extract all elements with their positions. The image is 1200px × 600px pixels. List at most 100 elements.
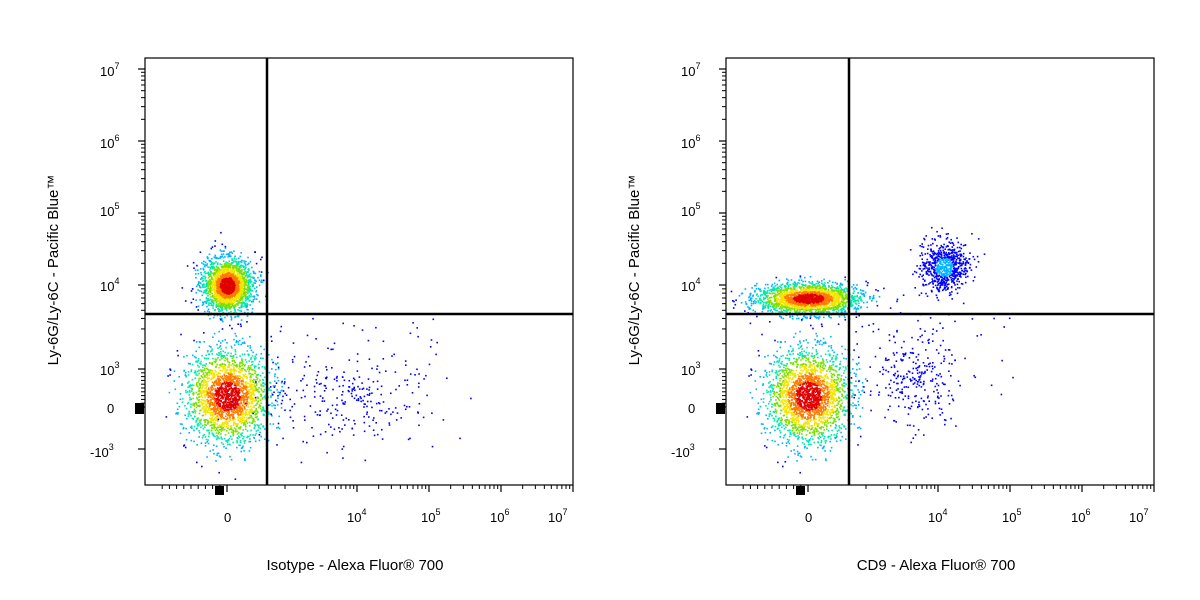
event-dot: [218, 275, 221, 277]
event-dot: [190, 301, 193, 304]
event-dot: [240, 390, 243, 392]
event-dot: [213, 382, 215, 385]
event-dot: [276, 400, 278, 403]
event-dot: [255, 280, 257, 283]
event-dot: [210, 363, 213, 365]
event-dot: [274, 362, 277, 365]
event-dot: [192, 397, 194, 400]
event-dot: [254, 397, 257, 400]
event-dot: [208, 374, 211, 376]
event-dot: [209, 401, 212, 404]
event-dot: [195, 374, 197, 376]
event-dot: [223, 409, 225, 412]
event-dot: [222, 270, 224, 273]
event-dot: [251, 308, 254, 310]
event-dot: [256, 410, 259, 413]
event-dot: [224, 401, 226, 404]
event-dot: [260, 352, 263, 355]
event-dot: [234, 305, 236, 307]
event-dot: [250, 396, 253, 398]
event-dot: [223, 403, 225, 406]
event-dot: [218, 392, 220, 395]
event-dot: [385, 370, 387, 372]
event-dot: [232, 356, 235, 358]
event-dot: [211, 289, 213, 291]
event-dot: [245, 420, 248, 422]
event-dot: [209, 290, 211, 292]
event-dot: [248, 275, 251, 278]
event-dot: [235, 297, 238, 300]
event-dot: [234, 394, 237, 396]
event-dot: [239, 444, 241, 447]
event-dot: [204, 276, 207, 279]
event-dot: [245, 274, 248, 276]
event-dot: [809, 315, 812, 318]
event-dot: [244, 303, 246, 305]
event-dot: [237, 281, 240, 283]
event-dot: [197, 385, 199, 388]
event-dot: [238, 391, 240, 393]
event-dot: [233, 402, 236, 405]
event-dot: [224, 396, 227, 399]
event-dot: [224, 268, 226, 271]
event-dot: [215, 427, 218, 430]
event-dot: [242, 389, 245, 392]
event-dot: [202, 301, 205, 304]
event-dot: [219, 293, 222, 295]
event-dot: [284, 381, 286, 383]
event-dot: [216, 293, 218, 296]
event-dot: [348, 379, 351, 382]
event-dot: [209, 293, 211, 296]
event-dot: [220, 301, 223, 303]
event-dot: [237, 435, 240, 438]
event-dot: [245, 402, 248, 405]
event-dot: [202, 369, 204, 371]
event-dot: [201, 286, 204, 288]
event-dot: [221, 319, 223, 322]
event-dot: [239, 355, 241, 357]
event-dot: [235, 288, 237, 291]
event-dot: [183, 356, 185, 358]
event-dot: [228, 300, 231, 302]
event-dot: [353, 325, 355, 327]
event-dot: [260, 271, 263, 273]
event-dot: [220, 389, 222, 391]
event-dot: [307, 355, 310, 358]
event-dot: [223, 283, 225, 285]
event-dot: [195, 372, 197, 374]
event-dot: [240, 362, 243, 364]
event-dot: [204, 278, 206, 280]
event-dot: [235, 392, 238, 394]
event-dot: [215, 277, 217, 280]
event-dot: [222, 311, 225, 314]
event-dot: [182, 427, 185, 430]
event-dot: [207, 353, 210, 355]
event-dot: [245, 398, 247, 401]
event-dot: [218, 383, 221, 386]
event-dot: [226, 291, 229, 293]
event-dot: [215, 460, 217, 462]
event-dot: [198, 412, 201, 415]
event-dot: [192, 418, 195, 420]
event-dot: [215, 392, 218, 394]
event-dot: [248, 274, 251, 276]
event-dot: [215, 306, 217, 308]
event-dot: [217, 271, 220, 273]
event-dot: [221, 286, 223, 289]
event-dot: [214, 400, 216, 402]
event-dot: [280, 402, 283, 405]
event-dot: [252, 300, 255, 303]
event-dot: [446, 377, 448, 379]
event-dot: [213, 295, 215, 298]
event-dot: [226, 292, 229, 294]
event-dot: [239, 417, 242, 420]
event-dot: [209, 405, 211, 408]
event-dot: [250, 358, 252, 361]
event-dot: [238, 363, 241, 365]
event-dot: [249, 438, 251, 440]
event-dot: [217, 308, 219, 310]
event-dot: [221, 243, 224, 246]
event-dot: [211, 363, 214, 366]
event-dot: [198, 396, 200, 398]
event-dot: [201, 354, 203, 357]
